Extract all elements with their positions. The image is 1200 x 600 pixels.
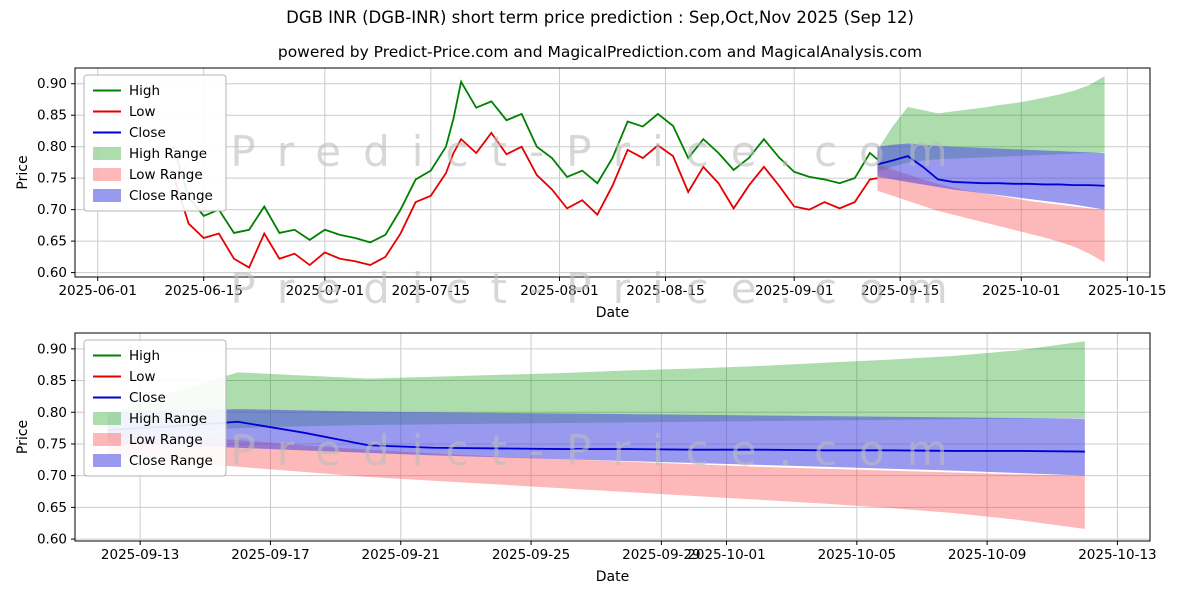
y-tick-label: 0.90: [37, 341, 67, 357]
x-tick-label: 2025-09-29: [622, 547, 700, 563]
legend: High Low Close High Range Low Range Close Ran…: [83, 74, 227, 212]
x-tick-label: 2025-08-01: [520, 283, 598, 299]
y-tick-label: 0.60: [37, 265, 67, 281]
y-tick-label: 0.85: [37, 373, 67, 389]
x-tick-label: 2025-10-01: [982, 283, 1060, 299]
y-tick-label: 0.90: [37, 76, 67, 92]
y-tick-label: 0.80: [37, 139, 67, 155]
legend-label: High Range: [129, 146, 207, 162]
low-range-band: [107, 430, 1085, 529]
legend-label: Close: [129, 390, 166, 406]
figure-title: DGB INR (DGB-INR) short term price predi…: [286, 8, 914, 27]
prediction-zoom-chart: 2025-09-13 2025-09-17 2025-09-21 2025-09-25…: [15, 332, 1157, 585]
y-tick-label: 0.70: [37, 202, 67, 218]
x-tick-label: 2025-10-13: [1078, 547, 1156, 563]
low-range-band: [877, 164, 1105, 263]
y-tick-label: 0.85: [37, 108, 67, 124]
x-tick-label: 2025-06-01: [58, 283, 136, 299]
y-tick-label: 0.75: [37, 171, 67, 187]
close-line: [877, 155, 1105, 187]
y-axis-label: Price: [15, 420, 31, 454]
legend-label: Low: [129, 104, 156, 120]
x-axis-label: Date: [596, 569, 629, 585]
x-tick-label: 2025-09-01: [755, 283, 833, 299]
x-tick-label: 2025-09-21: [362, 547, 440, 563]
x-tick-label: 2025-07-15: [392, 283, 470, 299]
plot-border: [74, 67, 1151, 278]
plot-border: [74, 332, 1151, 542]
legend-label: Low Range: [129, 167, 203, 183]
axes: 2025-09-13 2025-09-17 2025-09-21 2025-09-25…: [15, 341, 1157, 585]
legend-label: Low Range: [129, 432, 203, 448]
legend-label: High: [129, 348, 160, 364]
x-tick-label: 2025-09-17: [231, 547, 309, 563]
x-tick-label: 2025-08-15: [626, 283, 704, 299]
axes: 2025-06-01 2025-06-15 2025-07-01 2025-07-15…: [15, 76, 1167, 321]
x-tick-label: 2025-07-01: [286, 283, 364, 299]
y-tick-label: 0.60: [37, 532, 67, 548]
y-tick-label: 0.70: [37, 468, 67, 484]
legend: High Low Close High Range Low Range Close Ran…: [83, 339, 227, 477]
x-tick-label: 2025-10-15: [1088, 283, 1166, 299]
low-line: [172, 131, 878, 269]
x-tick-label: 2025-10-09: [948, 547, 1026, 563]
y-tick-label: 0.65: [37, 234, 67, 250]
legend-label: Close: [129, 125, 166, 141]
x-tick-label: 2025-06-15: [164, 283, 242, 299]
x-tick-label: 2025-09-13: [101, 547, 179, 563]
price-history-prediction-chart: 2025-06-01 2025-06-15 2025-07-01 2025-07-15…: [15, 67, 1167, 321]
legend-label: Low: [129, 369, 156, 385]
y-tick-label: 0.75: [37, 436, 67, 452]
x-axis-label: Date: [596, 305, 629, 321]
y-axis-label: Price: [15, 155, 31, 189]
x-tick-label: 2025-09-15: [861, 283, 939, 299]
close-range-band: [877, 143, 1105, 210]
x-tick-label: 2025-10-01: [687, 547, 765, 563]
legend-label: High: [129, 83, 160, 99]
high-line: [172, 79, 879, 244]
y-tick-label: 0.80: [37, 405, 67, 421]
legend-label: High Range: [129, 411, 207, 427]
y-tick-label: 0.65: [37, 500, 67, 516]
close-range-band: [107, 409, 1085, 476]
figure-subtitle: powered by Predict-Price.com and Magical…: [277, 43, 923, 61]
close-line: [107, 420, 1085, 453]
legend-label: Close Range: [129, 453, 213, 469]
x-tick-label: 2025-09-25: [492, 547, 570, 563]
legend-label: Close Range: [129, 188, 213, 204]
x-tick-label: 2025-10-05: [818, 547, 896, 563]
